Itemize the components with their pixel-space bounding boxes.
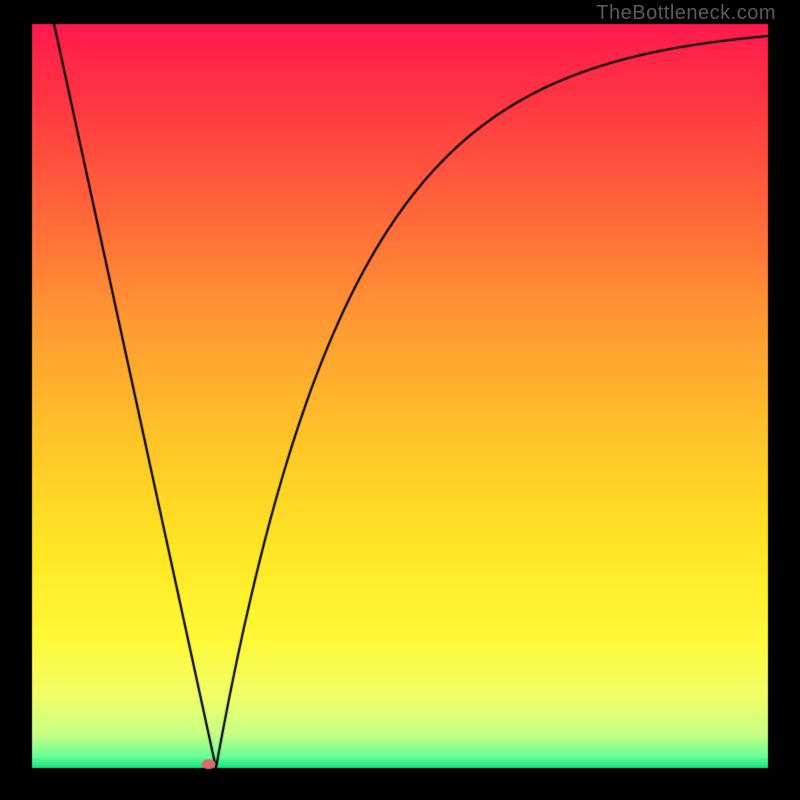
bottleneck-chart-canvas [0,0,800,800]
watermark-text: TheBottleneck.com [596,2,776,25]
chart-stage: TheBottleneck.com [0,0,800,800]
